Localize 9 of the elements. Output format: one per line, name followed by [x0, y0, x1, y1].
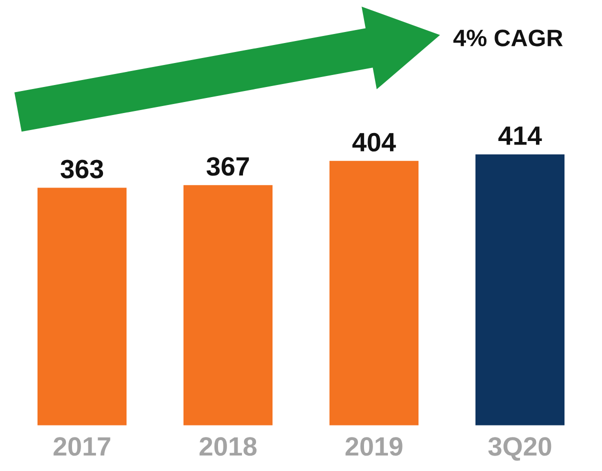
data-label: 363 — [60, 160, 104, 178]
data-label: 414 — [498, 126, 542, 145]
x-tick-label: 2019 — [346, 437, 402, 456]
data-label: 404 — [352, 132, 396, 152]
x-tick-label: 2018 — [200, 437, 257, 456]
text: 4% CAGR — [453, 30, 563, 46]
data-label: 367 — [206, 157, 249, 176]
x-tick-label: 2017 — [54, 437, 110, 456]
x-tick-label: 3Q20 — [488, 437, 552, 461]
